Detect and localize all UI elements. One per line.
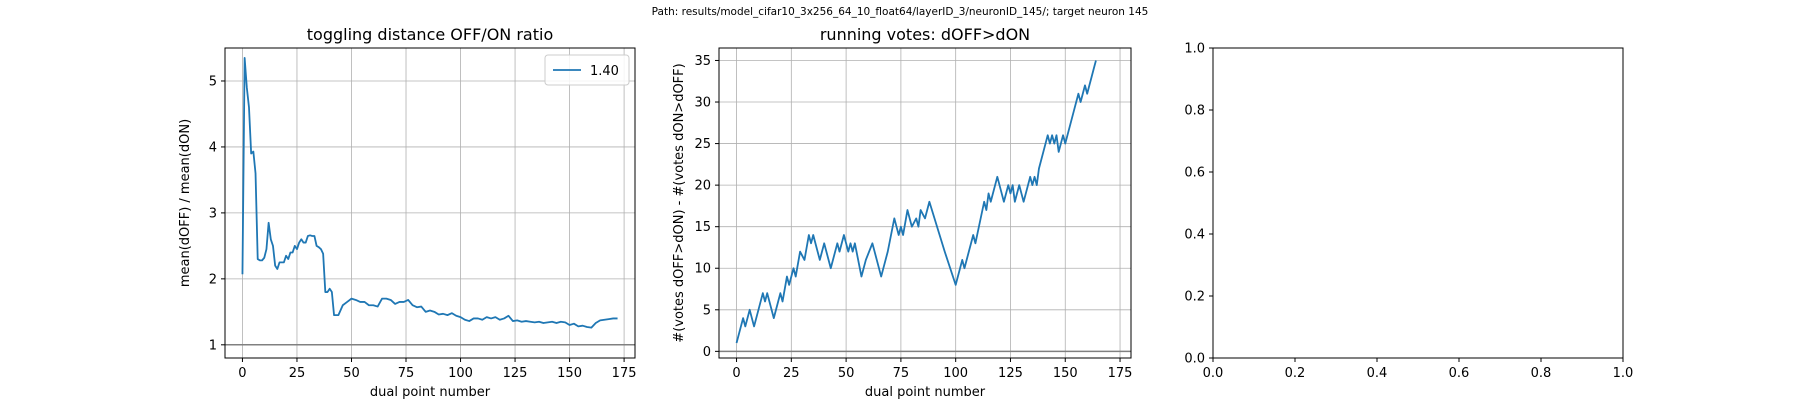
- x-tick-label: 150: [557, 366, 582, 381]
- y-tick-label: 5: [209, 74, 217, 89]
- x-axis-label: dual point number: [865, 385, 986, 400]
- y-tick-label: 0.2: [1184, 290, 1205, 305]
- y-tick-label: 25: [694, 137, 711, 152]
- subplot-1: 0 25 50 75 100 125 150 175 1 2 3 4 5 toggling distanc…: [178, 25, 637, 400]
- x-tick-label: 100: [448, 366, 473, 381]
- x-tick-label: 125: [998, 366, 1023, 381]
- x-tick-label: 50: [343, 366, 360, 381]
- axes-frame: [1212, 47, 1624, 359]
- x-tick-label: 0: [238, 366, 246, 381]
- y-tick-label: 0.4: [1184, 228, 1205, 243]
- x-tick-label: 0: [732, 366, 740, 381]
- x-tick-label: 0.6: [1449, 366, 1470, 381]
- legend-entry: 1.40: [590, 64, 619, 79]
- y-tick-label: 35: [694, 54, 711, 69]
- y-tick-label: 5: [703, 303, 711, 318]
- y-tick-label: 1.0: [1184, 42, 1205, 57]
- y-tick-label: 20: [694, 179, 711, 194]
- axes-frame: [224, 47, 636, 359]
- y-tick-label: 3: [209, 206, 217, 221]
- subplot-3: 0.0 0.2 0.4 0.6 0.8 1.0 0.0 0.2 0.4 0.6 0.8 1.0: [1184, 42, 1633, 382]
- y-axis-label: mean(dOFF) / mean(dON): [178, 119, 193, 287]
- subplot-2: 0 25 50 75 100 125 150 175 0 5 10 15 20 25 30 35 running…: [672, 25, 1132, 400]
- figure-suptitle: Path: results/model_cifar10_3x256_64_10_…: [652, 6, 1149, 18]
- x-tick-label: 150: [1053, 366, 1078, 381]
- x-tick-label: 75: [893, 366, 910, 381]
- x-tick-label: 50: [838, 366, 855, 381]
- y-tick-label: 30: [694, 96, 711, 111]
- x-tick-label: 175: [612, 366, 637, 381]
- legend: 1.40: [544, 54, 630, 86]
- legend-box: [544, 54, 630, 86]
- y-tick-label: 15: [694, 220, 711, 235]
- chart-title: running votes: dOFF>dON: [820, 25, 1030, 44]
- x-tick-label: 100: [943, 366, 968, 381]
- y-tick-label: 10: [694, 262, 711, 277]
- y-tick-label: 1: [209, 338, 217, 353]
- x-tick-label: 25: [783, 366, 800, 381]
- x-tick-label: 0.4: [1367, 366, 1388, 381]
- y-tick-label: 2: [209, 272, 217, 287]
- axes-frame: [718, 47, 1132, 359]
- y-axis-label: #(votes dOFF>dON) - #(votes dON>dOFF): [672, 63, 687, 342]
- x-tick-label: 175: [1108, 366, 1133, 381]
- chart-title: toggling distance OFF/ON ratio: [307, 25, 553, 44]
- y-tick-label: 0.6: [1184, 166, 1205, 181]
- x-tick-label: 25: [289, 366, 306, 381]
- x-tick-label: 0.0: [1203, 366, 1224, 381]
- x-axis-label: dual point number: [370, 385, 491, 400]
- x-tick-label: 1.0: [1613, 366, 1634, 381]
- series-line: [241, 56, 618, 329]
- y-tick-label: 0.8: [1184, 104, 1205, 119]
- x-tick-label: 0.2: [1285, 366, 1306, 381]
- x-tick-label: 0.8: [1531, 366, 1552, 381]
- y-tick-label: 4: [209, 140, 217, 155]
- x-tick-label: 75: [398, 366, 415, 381]
- y-tick-label: 0.0: [1184, 352, 1205, 367]
- x-tick-label: 125: [503, 366, 528, 381]
- y-tick-label: 0: [703, 345, 711, 360]
- series-line: [735, 60, 1097, 344]
